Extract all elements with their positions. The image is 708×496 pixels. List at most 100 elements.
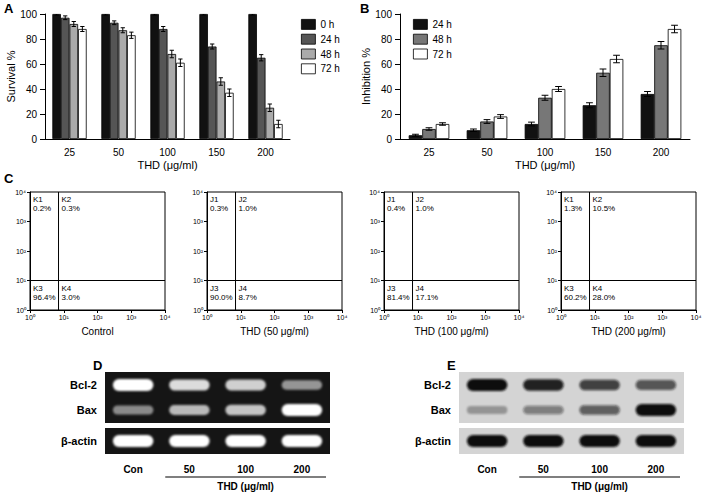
svg-text:10²: 10²	[92, 314, 103, 321]
svg-text:25: 25	[64, 147, 76, 158]
svg-text:J4: J4	[239, 284, 248, 293]
svg-text:10³: 10³	[126, 314, 137, 321]
svg-text:3.0%: 3.0%	[62, 293, 80, 302]
svg-text:Control: Control	[81, 326, 113, 337]
svg-text:10³: 10³	[657, 314, 668, 321]
svg-text:1.3%: 1.3%	[564, 204, 582, 213]
svg-text:150: 150	[595, 147, 612, 158]
svg-text:J1: J1	[210, 195, 219, 204]
svg-text:10²: 10²	[547, 248, 558, 255]
svg-text:10⁴: 10⁴	[546, 189, 557, 196]
svg-text:E: E	[447, 358, 456, 373]
svg-text:10¹: 10¹	[413, 314, 424, 321]
svg-text:K1: K1	[564, 195, 574, 204]
svg-text:90.0%: 90.0%	[210, 293, 233, 302]
svg-text:0.4%: 0.4%	[387, 204, 405, 213]
svg-text:48 h: 48 h	[432, 34, 451, 45]
svg-text:50: 50	[184, 464, 196, 475]
svg-text:THD (50 μg/ml): THD (50 μg/ml)	[240, 326, 309, 337]
svg-text:10⁰: 10⁰	[193, 307, 204, 314]
svg-text:THD (μg/ml): THD (μg/ml)	[571, 481, 628, 492]
svg-text:50: 50	[481, 147, 493, 158]
svg-text:10¹: 10¹	[547, 277, 558, 284]
svg-text:J2: J2	[239, 195, 248, 204]
svg-text:28.0%: 28.0%	[593, 293, 616, 302]
svg-text:96.4%: 96.4%	[33, 293, 56, 302]
svg-text:10²: 10²	[193, 248, 204, 255]
svg-text:17.1%: 17.1%	[416, 293, 439, 302]
svg-text:200: 200	[648, 464, 665, 475]
svg-text:100: 100	[159, 147, 176, 158]
svg-text:10⁰: 10⁰	[25, 314, 36, 321]
svg-text:10²: 10²	[269, 314, 280, 321]
svg-text:THD (μg/ml): THD (μg/ml)	[137, 159, 197, 171]
svg-text:10⁰: 10⁰	[370, 307, 381, 314]
svg-text:10²: 10²	[623, 314, 634, 321]
svg-text:24 h: 24 h	[320, 34, 339, 45]
svg-text:200: 200	[294, 464, 311, 475]
svg-text:40: 40	[381, 84, 393, 95]
svg-text:10⁴: 10⁴	[160, 314, 171, 321]
svg-text:β-actin: β-actin	[61, 435, 97, 447]
svg-text:10⁴: 10⁴	[691, 314, 702, 321]
svg-text:10⁴: 10⁴	[192, 189, 203, 196]
svg-text:60: 60	[381, 59, 393, 70]
svg-text:10¹: 10¹	[590, 314, 601, 321]
svg-text:150: 150	[208, 147, 225, 158]
svg-text:10⁴: 10⁴	[514, 314, 525, 321]
svg-text:THD (μg/ml): THD (μg/ml)	[515, 159, 575, 171]
svg-text:1.0%: 1.0%	[416, 204, 434, 213]
svg-text:48 h: 48 h	[320, 49, 339, 60]
svg-text:10²: 10²	[446, 314, 457, 321]
svg-text:60.2%: 60.2%	[564, 293, 587, 302]
svg-text:10⁰: 10⁰	[379, 314, 390, 321]
svg-text:60: 60	[26, 59, 38, 70]
svg-text:K4: K4	[62, 284, 72, 293]
svg-text:10³: 10³	[480, 314, 491, 321]
svg-text:K2: K2	[593, 195, 603, 204]
svg-text:J2: J2	[416, 195, 425, 204]
svg-text:100: 100	[591, 464, 608, 475]
svg-text:10¹: 10¹	[370, 277, 381, 284]
svg-text:D: D	[93, 358, 102, 373]
svg-text:0: 0	[386, 134, 392, 145]
svg-text:72 h: 72 h	[320, 63, 339, 74]
svg-text:72 h: 72 h	[432, 49, 451, 60]
svg-text:J4: J4	[416, 284, 425, 293]
svg-text:0.2%: 0.2%	[33, 204, 51, 213]
svg-text:10⁴: 10⁴	[15, 189, 26, 196]
svg-text:20: 20	[381, 109, 393, 120]
svg-text:10⁰: 10⁰	[202, 314, 213, 321]
svg-text:10.5%: 10.5%	[593, 204, 616, 213]
svg-text:50: 50	[113, 147, 125, 158]
svg-text:THD (200 μg/ml): THD (200 μg/ml)	[591, 326, 665, 337]
svg-text:0 h: 0 h	[320, 19, 334, 30]
svg-text:10²: 10²	[16, 248, 27, 255]
svg-text:10³: 10³	[303, 314, 314, 321]
svg-text:10⁰: 10⁰	[16, 307, 27, 314]
svg-text:Bcl-2: Bcl-2	[424, 379, 451, 391]
svg-text:J1: J1	[387, 195, 396, 204]
svg-text:10⁴: 10⁴	[337, 314, 348, 321]
svg-text:J3: J3	[387, 284, 396, 293]
svg-text:THD (μg/ml): THD (μg/ml)	[217, 481, 274, 492]
svg-text:Bax: Bax	[77, 404, 98, 416]
svg-text:80: 80	[381, 34, 393, 45]
svg-text:β-actin: β-actin	[415, 435, 451, 447]
svg-text:0: 0	[31, 134, 37, 145]
svg-text:200: 200	[653, 147, 670, 158]
svg-text:10⁰: 10⁰	[556, 314, 567, 321]
svg-text:81.4%: 81.4%	[387, 293, 410, 302]
svg-text:Inhibition %: Inhibition %	[360, 48, 372, 105]
svg-text:10³: 10³	[370, 218, 381, 225]
svg-text:24 h: 24 h	[432, 19, 451, 30]
svg-text:100: 100	[237, 464, 254, 475]
svg-text:K4: K4	[593, 284, 603, 293]
svg-text:20: 20	[26, 109, 38, 120]
svg-text:J3: J3	[210, 284, 219, 293]
svg-text:Bcl-2: Bcl-2	[70, 379, 97, 391]
svg-text:40: 40	[26, 84, 38, 95]
svg-text:200: 200	[257, 147, 274, 158]
svg-text:80: 80	[26, 34, 38, 45]
svg-text:10¹: 10¹	[193, 277, 204, 284]
